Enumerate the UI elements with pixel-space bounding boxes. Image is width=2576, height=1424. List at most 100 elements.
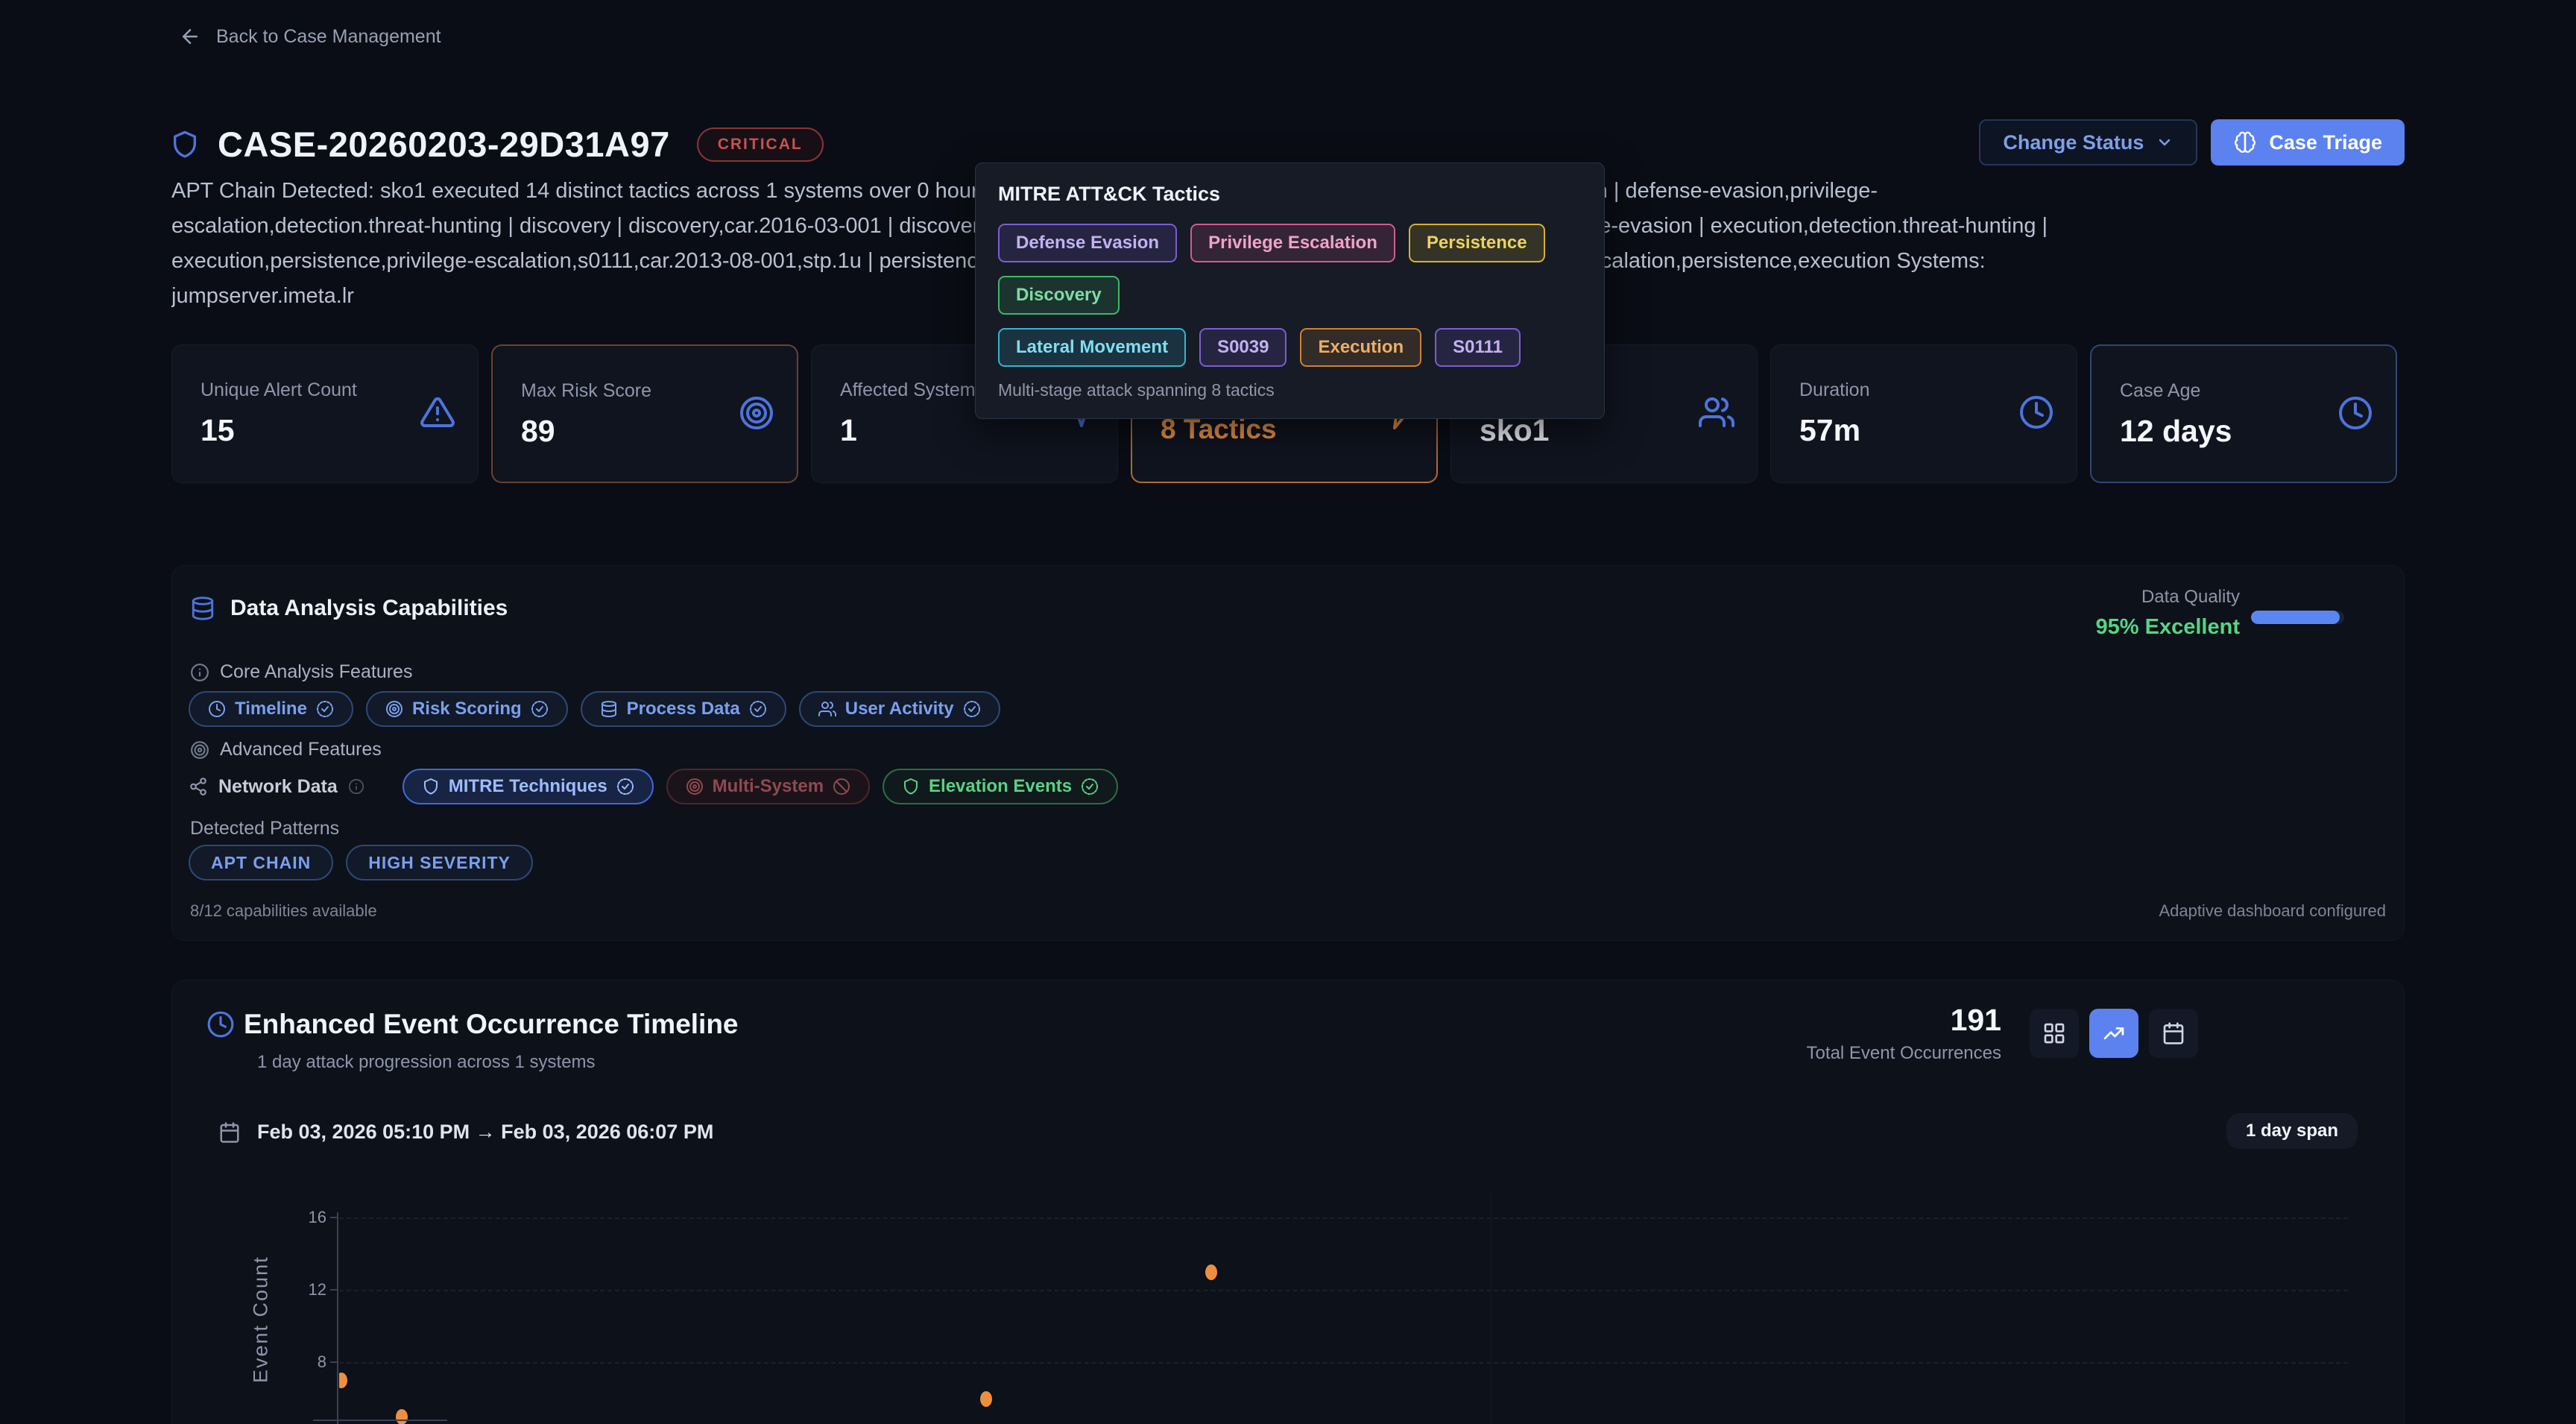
description-line: jumpserver.imeta.lr xyxy=(171,284,354,308)
trend-view-button[interactable] xyxy=(2089,1009,2138,1058)
stat-label: Affected Systems xyxy=(840,379,985,400)
check-circle-icon xyxy=(316,701,333,717)
stat-card-max-risk-score[interactable]: Max Risk Score 89 xyxy=(491,344,798,483)
change-status-label: Change Status xyxy=(2003,130,2144,154)
shield-icon xyxy=(174,130,196,157)
tactics-row-1: Defense Evasion Privilege Escalation Per… xyxy=(998,224,1582,315)
chip-label: Elevation Events xyxy=(929,776,1073,796)
check-circle-icon xyxy=(531,701,548,717)
chevron-down-icon xyxy=(2159,139,2171,146)
capabilities-header: Data Analysis Capabilities xyxy=(190,596,508,621)
feature-chip-process-data[interactable]: Process Data xyxy=(580,691,786,727)
data-quality-bar-fill xyxy=(2251,611,2340,624)
data-quality-bar xyxy=(2251,611,2344,624)
advanced-features-label-text: Advanced Features xyxy=(220,739,382,760)
span-badge: 1 day span xyxy=(2226,1113,2358,1149)
tactic-badge: S0039 xyxy=(1199,328,1287,367)
chart-data-point[interactable] xyxy=(395,1408,408,1424)
grid-icon xyxy=(2044,1023,2065,1044)
grid-view-button[interactable] xyxy=(2030,1009,2079,1058)
tactic-badge: Privilege Escalation xyxy=(1190,224,1395,262)
stat-label: Case Age xyxy=(2120,380,2201,401)
chart-data-point[interactable] xyxy=(339,1373,347,1389)
total-events-value: 191 xyxy=(1950,1003,2001,1037)
section-title: Data Analysis Capabilities xyxy=(230,596,508,620)
stat-value: 15 xyxy=(201,413,235,447)
y-tick-mark xyxy=(330,1217,337,1218)
tactic-badge: S0111 xyxy=(1435,328,1521,367)
calendar-icon xyxy=(220,1121,239,1143)
database-icon xyxy=(192,596,214,620)
stat-label: Unique Alert Count xyxy=(201,379,357,400)
y-tick-label: 12 xyxy=(308,1280,326,1299)
tooltip-footer: Multi-stage attack spanning 8 tactics xyxy=(998,380,1275,400)
stat-card-case-age[interactable]: Case Age 12 days xyxy=(2090,344,2397,483)
stat-card-duration[interactable]: Duration 57m xyxy=(1770,344,2077,483)
info-icon xyxy=(348,778,364,795)
stat-value: 57m xyxy=(1799,413,1861,447)
back-to-case-management-link[interactable]: Back to Case Management xyxy=(179,25,441,48)
stat-card-unique-alert-count[interactable]: Unique Alert Count 15 xyxy=(171,344,479,483)
feature-chip-risk-scoring[interactable]: Risk Scoring xyxy=(365,691,568,727)
database-icon xyxy=(601,701,616,718)
timeline-title: Enhanced Event Occurrence Timeline xyxy=(244,1009,739,1039)
chip-label: Process Data xyxy=(626,699,740,719)
chip-label: Multi-System xyxy=(712,776,824,796)
alert-triangle-icon xyxy=(420,397,455,427)
feature-chip-elevation-events[interactable]: Elevation Events xyxy=(883,769,1119,804)
network-icon xyxy=(190,778,206,796)
case-triage-button[interactable]: Case Triage xyxy=(2211,119,2405,166)
mitre-tactics-tooltip: MITRE ATT&CK Tactics Defense Evasion Pri… xyxy=(975,163,1605,419)
dashboard-configured-note: Adaptive dashboard configured xyxy=(2159,901,2386,920)
brain-icon xyxy=(2235,131,2256,153)
timeline-view-switcher xyxy=(2030,1009,2198,1058)
y-tick-label: 8 xyxy=(317,1352,326,1371)
check-circle-icon xyxy=(749,701,766,717)
chart-y-ticks: 8 12 16 xyxy=(283,1193,337,1424)
chart-plot-area xyxy=(339,1193,2348,1424)
chart-y-axis-title: Event Count xyxy=(249,1256,272,1384)
back-label: Back to Case Management xyxy=(216,25,441,47)
date-range-text: Feb 03, 2026 05:10 PM → Feb 03, 2026 06:… xyxy=(257,1121,714,1143)
feature-chip-timeline[interactable]: Timeline xyxy=(189,691,353,727)
change-status-button[interactable]: Change Status xyxy=(1979,119,2198,166)
y-tick-label: 16 xyxy=(308,1208,326,1226)
data-quality: Data Quality 95% Excellent xyxy=(2096,587,2374,646)
timeline-subtitle: 1 day attack progression across 1 system… xyxy=(257,1052,596,1072)
clock-icon xyxy=(209,701,225,717)
stats-row: Unique Alert Count 15 Max Risk Score 89 … xyxy=(171,344,2405,483)
info-icon xyxy=(191,663,209,681)
feature-chip-user-activity[interactable]: User Activity xyxy=(798,691,1000,727)
target-icon xyxy=(385,701,402,717)
target-icon xyxy=(740,397,773,429)
chart-data-point[interactable] xyxy=(1205,1264,1217,1280)
y-tick-mark xyxy=(330,1289,337,1291)
target-icon xyxy=(191,740,209,759)
feature-chip-mitre-techniques[interactable]: MITRE Techniques xyxy=(402,769,654,804)
page-title: CASE-20260203-29D31A97 xyxy=(218,125,670,164)
core-features-label: Core Analysis Features xyxy=(190,661,412,683)
detected-patterns-row: APT CHAIN HIGH SEVERITY xyxy=(189,845,533,880)
data-quality-label: Data Quality xyxy=(2141,587,2240,607)
advanced-features-label: Advanced Features xyxy=(190,739,382,760)
pattern-label: HIGH SEVERITY xyxy=(368,852,511,872)
shield-icon xyxy=(904,778,918,795)
users-icon xyxy=(818,702,836,716)
tactic-badge: Lateral Movement xyxy=(998,328,1187,367)
network-data-item: Network Data xyxy=(189,776,364,798)
y-tick-mark xyxy=(330,1361,337,1363)
feature-chip-multi-system[interactable]: Multi-System xyxy=(666,769,871,804)
tactic-badge: Discovery xyxy=(998,276,1120,315)
chart-data-point[interactable] xyxy=(979,1390,992,1407)
clock-icon xyxy=(207,1011,234,1038)
stat-label: Max Risk Score xyxy=(521,380,652,401)
pattern-label: APT CHAIN xyxy=(211,852,312,872)
tactic-badge: Execution xyxy=(1300,328,1422,367)
chart-gridline xyxy=(339,1290,2348,1291)
calendar-view-button[interactable] xyxy=(2149,1009,2198,1058)
case-triage-label: Case Triage xyxy=(2269,130,2382,154)
tactic-badge: Persistence xyxy=(1408,224,1545,262)
chart-x-axis-line xyxy=(313,1420,447,1421)
header-actions: Change Status Case Triage xyxy=(1979,119,2405,166)
